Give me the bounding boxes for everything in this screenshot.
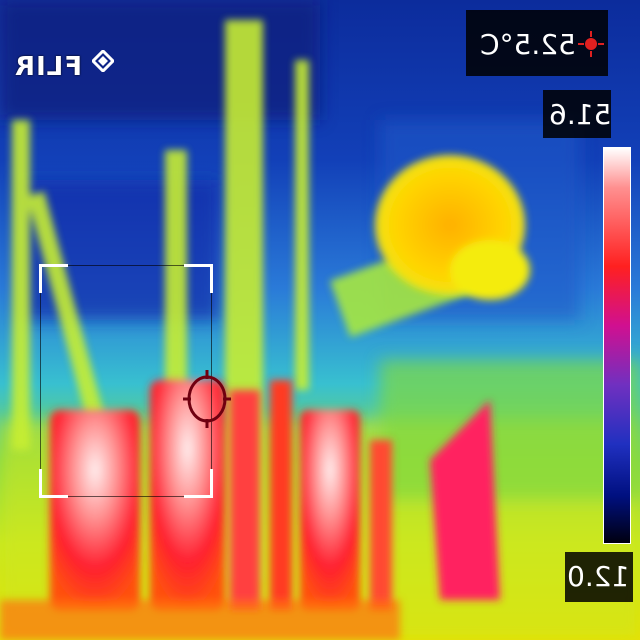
spot-temperature-value: 52.5°C — [480, 28, 576, 61]
scale-min-value: 12.0 — [567, 560, 630, 593]
scale-min-readout: 12.0 — [565, 552, 633, 602]
spot-crosshair-icon — [578, 31, 604, 57]
brand-logo: FLIR — [14, 44, 114, 88]
measurement-box-corner — [39, 264, 68, 293]
spot-temperature-readout: 52.5°C — [466, 10, 608, 76]
measurement-box-corner — [39, 469, 68, 498]
flir-diamond-icon — [92, 50, 114, 72]
measurement-box-corner — [184, 469, 213, 498]
measurement-box[interactable] — [39, 264, 213, 498]
measurement-box-corner — [184, 264, 213, 293]
brand-name: FLIR — [14, 52, 83, 82]
scale-max-readout: 51.6 — [543, 90, 611, 138]
scale-max-value: 51.6 — [549, 98, 612, 131]
temperature-scale-bar — [603, 147, 631, 544]
spot-meter-crosshair[interactable] — [183, 370, 231, 428]
